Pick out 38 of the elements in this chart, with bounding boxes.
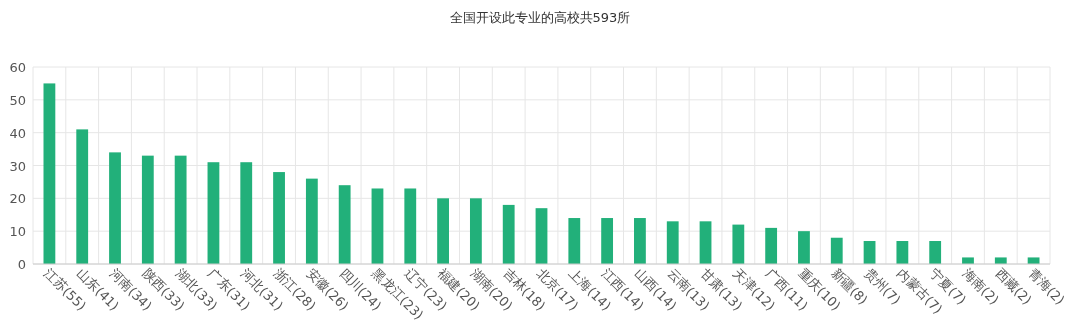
bar	[765, 227, 778, 264]
y-tick-label: 0	[17, 257, 26, 272]
y-tick-label: 50	[9, 92, 26, 108]
chart-title: 全国开设此专业的高校共593所	[449, 10, 631, 25]
bar	[502, 204, 515, 264]
bar	[962, 257, 974, 264]
y-tick-label: 20	[9, 191, 26, 207]
y-tick-label: 30	[9, 158, 26, 174]
bar	[601, 218, 614, 264]
bar	[76, 129, 89, 264]
y-tick-label: 60	[9, 60, 26, 75]
bar	[1027, 257, 1040, 264]
y-tick-label: 10	[9, 224, 26, 240]
bar	[273, 172, 285, 264]
bar	[994, 257, 1007, 264]
bar	[568, 218, 581, 264]
bar	[535, 208, 548, 264]
bar	[634, 218, 646, 264]
bar	[240, 162, 253, 264]
bar	[109, 152, 121, 264]
bar	[338, 185, 351, 264]
bar	[174, 155, 187, 264]
bar	[929, 241, 942, 264]
bar	[469, 198, 482, 264]
bar	[437, 198, 449, 264]
bar	[699, 221, 712, 264]
bar	[43, 83, 56, 264]
bar	[371, 188, 384, 264]
bar	[141, 155, 154, 264]
bar	[830, 237, 843, 264]
bar	[732, 224, 745, 264]
y-tick-label: 40	[9, 125, 26, 141]
bar	[305, 178, 318, 264]
bar	[798, 231, 810, 264]
bar	[896, 241, 909, 264]
bar	[207, 162, 220, 264]
bar	[666, 221, 679, 264]
bar	[404, 188, 417, 264]
